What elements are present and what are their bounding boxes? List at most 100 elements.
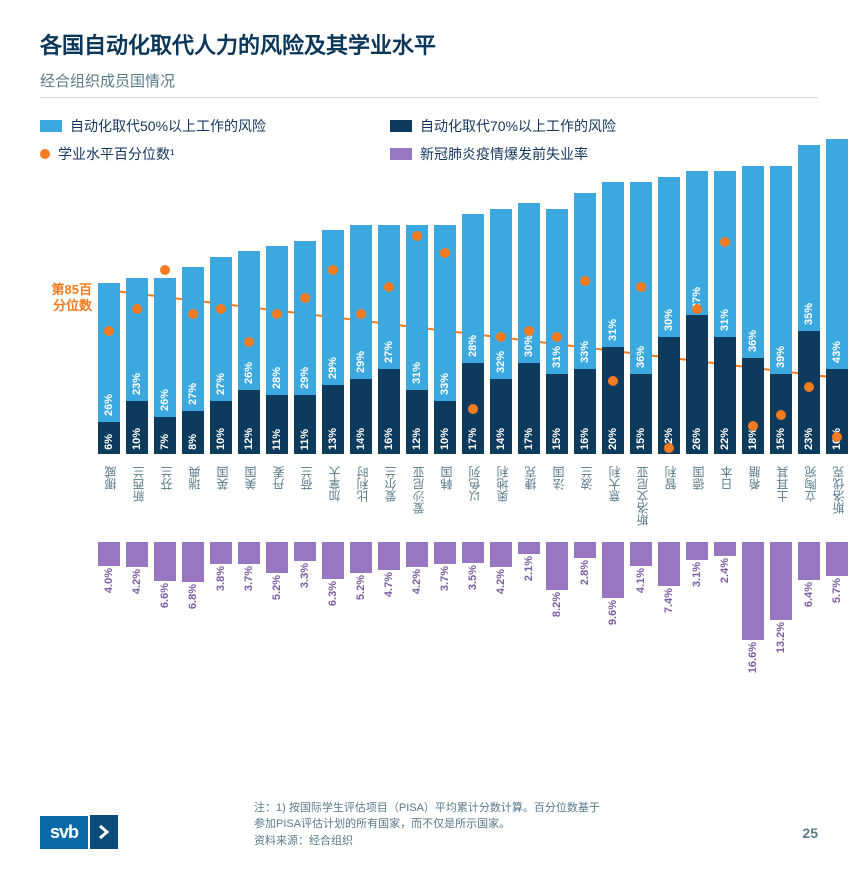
unemployment-bar: 5.7% bbox=[826, 542, 848, 576]
bar-70pct-label: 16% bbox=[579, 428, 591, 450]
academic-dot bbox=[412, 231, 422, 241]
unemployment-label: 2.1% bbox=[523, 556, 535, 581]
logo: svb bbox=[40, 815, 118, 849]
bar-70pct: 6% bbox=[98, 422, 120, 454]
unemployment-label: 4.2% bbox=[495, 569, 507, 594]
page-subtitle: 经合组织成员国情况 bbox=[40, 70, 818, 91]
bar-70pct-label: 20% bbox=[607, 428, 619, 450]
unemployment-bar: 2.1% bbox=[518, 542, 540, 554]
legend-swatch bbox=[40, 120, 62, 132]
bar-column: 26%12% bbox=[238, 214, 260, 454]
bar-column: 28% 11% bbox=[266, 214, 288, 454]
unemployment-label: 16.6% bbox=[747, 642, 759, 673]
bar-70pct: 14% bbox=[490, 379, 512, 454]
category-label: 日本 bbox=[718, 466, 735, 490]
academic-dot bbox=[244, 337, 254, 347]
bar-70pct: 12% bbox=[238, 390, 260, 454]
unemployment-bar: 2.8% bbox=[574, 542, 596, 558]
bar-50pct-label: 28% bbox=[271, 367, 283, 389]
unemployment-label: 6.8% bbox=[187, 584, 199, 609]
legend-item: 新冠肺炎疫情爆发前失业率 bbox=[390, 144, 690, 164]
unemployment-label: 3.1% bbox=[691, 562, 703, 587]
category-label: 意大利 bbox=[606, 466, 623, 502]
category-label: 希腊 bbox=[746, 466, 763, 490]
category-label: 奥地利 bbox=[494, 466, 511, 502]
bar-column: 29%11% bbox=[294, 214, 316, 454]
category-label: 斯洛伐克 bbox=[830, 466, 847, 514]
bar-50pct-label: 31% bbox=[719, 309, 731, 331]
bar-70pct-label: 13% bbox=[327, 428, 339, 450]
bar-50pct-label: 33% bbox=[579, 341, 591, 363]
unemployment-bar: 4.2% bbox=[406, 542, 428, 567]
legend-swatch bbox=[390, 148, 412, 160]
unemployment-bar: 4.2% bbox=[126, 542, 148, 567]
category-label: 英国 bbox=[214, 466, 231, 490]
bar-70pct: 22% bbox=[658, 337, 680, 454]
academic-dot bbox=[216, 304, 226, 314]
bar-70pct-label: 11% bbox=[271, 429, 283, 450]
unemployment-label: 3.7% bbox=[439, 566, 451, 591]
bar-50pct-label: 27% bbox=[215, 373, 227, 395]
academic-dot bbox=[132, 304, 142, 314]
unemployment-bar: 8.2% bbox=[546, 542, 568, 590]
unemployment-bar: 5.2% bbox=[266, 542, 288, 573]
bar-50pct-label: 27% bbox=[383, 341, 395, 363]
page-title: 各国自动化取代人力的风险及其学业水平 bbox=[40, 28, 818, 60]
academic-dot bbox=[356, 309, 366, 319]
bar-70pct: 7% bbox=[154, 417, 176, 454]
legend-label: 学业水平百分位数¹ bbox=[58, 144, 175, 164]
academic-dot bbox=[804, 382, 814, 392]
academic-dot bbox=[552, 332, 562, 342]
category-label: 荷兰 bbox=[298, 466, 315, 490]
bar-column: 31%22% bbox=[714, 214, 736, 454]
bar-70pct-label: 7% bbox=[159, 434, 171, 450]
bar-50pct-label: 31% bbox=[607, 319, 619, 341]
category-label: 爱沙尼亚 bbox=[410, 466, 427, 514]
axis-label-left: 第85百分位数 bbox=[32, 282, 92, 313]
unemployment-label: 3.7% bbox=[243, 566, 255, 591]
bar-70pct-label: 8% bbox=[187, 434, 199, 450]
category-label: 捷克 bbox=[522, 466, 539, 490]
bar-70pct: 13% bbox=[322, 385, 344, 454]
unemployment-bar: 4.0% bbox=[98, 542, 120, 566]
unemployment-label: 6.3% bbox=[327, 581, 339, 606]
category-label: 智利 bbox=[662, 466, 679, 490]
unemployment-bar: 3.7% bbox=[434, 542, 456, 564]
unemployment-label: 5.7% bbox=[831, 578, 843, 603]
academic-dot bbox=[832, 432, 842, 442]
legend-item: 自动化取代70%以上工作的风险 bbox=[390, 116, 690, 136]
academic-dot bbox=[188, 309, 198, 319]
unemployment-label: 5.2% bbox=[355, 575, 367, 600]
bar-70pct: 8% bbox=[182, 411, 204, 454]
bar-50pct-label: 29% bbox=[355, 351, 367, 373]
bar-column: 43%16% bbox=[826, 214, 848, 454]
unemployment-bar: 2.4% bbox=[714, 542, 736, 556]
academic-dot bbox=[608, 376, 618, 386]
unemployment-label: 4.0% bbox=[103, 568, 115, 593]
bar-70pct: 16% bbox=[378, 369, 400, 454]
bar-70pct-label: 17% bbox=[523, 428, 535, 450]
bar-70pct: 15% bbox=[546, 374, 568, 454]
bar-70pct-label: 23% bbox=[803, 428, 815, 450]
category-label: 丹麦 bbox=[270, 466, 287, 490]
unemployment-bar: 4.7% bbox=[378, 542, 400, 570]
legend-item: 学业水平百分位数¹ bbox=[40, 144, 340, 164]
unemployment-bar: 6.8% bbox=[182, 542, 204, 582]
bar-70pct: 10% bbox=[210, 401, 232, 454]
bar-50pct-label: 36% bbox=[635, 346, 647, 368]
bar-50pct-label: 33% bbox=[439, 373, 451, 395]
unemployment-label: 4.2% bbox=[411, 569, 423, 594]
academic-dot bbox=[748, 421, 758, 431]
unemployment-label: 2.8% bbox=[579, 560, 591, 585]
bar-70pct: 16% bbox=[574, 369, 596, 454]
category-label: 德国 bbox=[690, 466, 707, 490]
academic-dot bbox=[104, 326, 114, 336]
bar-70pct: 14% bbox=[350, 379, 372, 454]
bar-70pct: 26% bbox=[686, 315, 708, 454]
bar-70pct: 10% bbox=[434, 401, 456, 454]
unemployment-bars: 4.0%4.2%6.6%6.8%3.8%3.7%5.2%3.3%6.3%5.2%… bbox=[98, 542, 830, 642]
bar-column: 28%17% bbox=[462, 214, 484, 454]
academic-dot bbox=[160, 265, 170, 275]
bar-column: 27%8% bbox=[182, 214, 204, 454]
legend-swatch bbox=[40, 149, 50, 159]
